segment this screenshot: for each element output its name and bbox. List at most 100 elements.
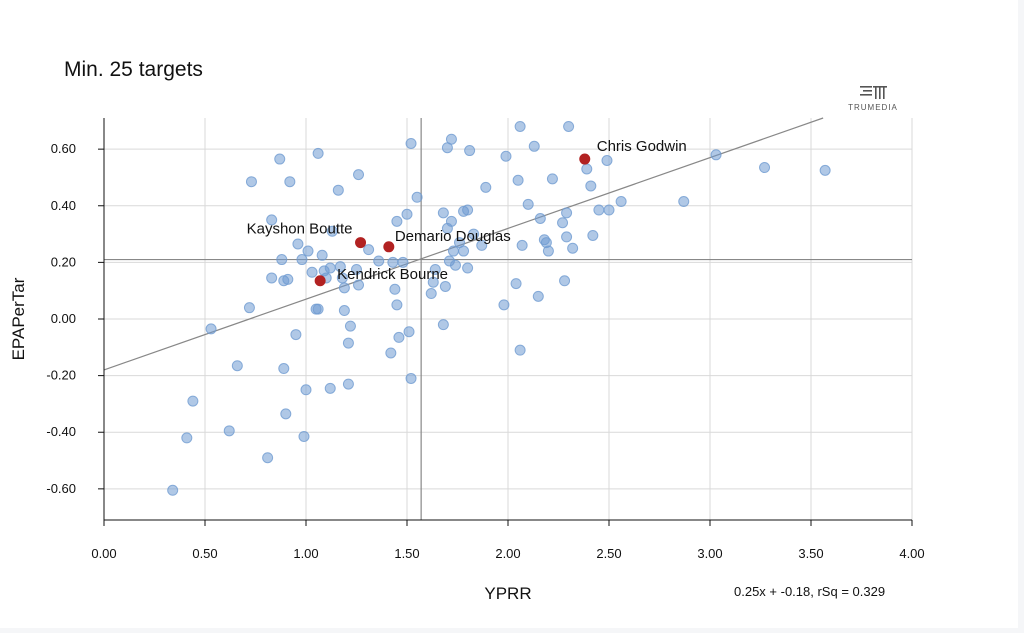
regression-equation: 0.25x + -0.18, rSq = 0.329 [734, 584, 886, 599]
data-point [528, 140, 540, 152]
y-tick-label: -0.20 [46, 368, 76, 383]
data-point [300, 384, 312, 396]
data-point [462, 204, 474, 216]
data-point [231, 360, 243, 372]
data-point [710, 149, 722, 161]
data-point [425, 288, 437, 300]
x-tick-label: 2.00 [495, 546, 520, 561]
data-point [476, 239, 488, 251]
data-point [561, 231, 573, 243]
data-point [338, 305, 350, 317]
data-point [557, 217, 569, 229]
data-point [282, 273, 294, 285]
data-point [276, 254, 288, 266]
x-tick-label: 1.00 [293, 546, 318, 561]
data-point [205, 323, 217, 335]
data-point [262, 452, 274, 464]
data-point [447, 245, 459, 257]
data-point [290, 329, 302, 341]
data-point [585, 180, 597, 192]
data-point [302, 245, 314, 257]
data-point [278, 363, 290, 375]
highlighted-point-label: Demario Douglas [395, 228, 511, 245]
highlighted-point-label: Kendrick Bourne [337, 266, 448, 283]
data-point [363, 244, 375, 256]
data-point [429, 263, 441, 275]
highlighted-point [314, 275, 326, 287]
data-point [522, 198, 534, 210]
data-point [280, 408, 292, 420]
data-point [342, 337, 354, 349]
data-point [167, 484, 179, 496]
data-point [512, 174, 524, 186]
data-point [445, 133, 457, 145]
data-point [559, 275, 571, 287]
data-point [678, 196, 690, 208]
data-point [759, 162, 771, 174]
data-point [373, 255, 385, 267]
data-point [342, 378, 354, 390]
data-point [458, 245, 470, 257]
data-point [464, 145, 476, 157]
y-axis-title: EPAPerTar [9, 277, 28, 360]
data-point [344, 320, 356, 332]
data-point [510, 278, 522, 290]
data-point [326, 225, 338, 237]
data-point [437, 319, 449, 331]
data-point [587, 229, 599, 241]
data-point [324, 382, 336, 394]
data-point [389, 283, 401, 295]
y-tick-label: 0.00 [51, 311, 76, 326]
data-point [516, 239, 528, 251]
x-tick-label: 4.00 [899, 546, 924, 561]
data-points: Chris Godwin Kayshon Boutte Demario Dougla… [167, 120, 831, 496]
x-tick-label: 3.50 [798, 546, 823, 561]
data-point [405, 137, 417, 149]
data-point [334, 261, 346, 273]
data-point [534, 213, 546, 224]
data-point [324, 262, 336, 274]
chart-subtitle: Min. 25 targets [64, 58, 203, 81]
data-point [403, 326, 415, 338]
data-point [480, 181, 492, 193]
data-point [468, 228, 480, 240]
x-axis-title: YPRR [484, 584, 531, 603]
highlighted-point [579, 153, 591, 165]
data-point [351, 263, 362, 275]
data-point [546, 173, 558, 185]
data-point [532, 290, 544, 302]
y-tick-label: 0.60 [51, 141, 76, 156]
gridlines [104, 118, 913, 520]
data-point [353, 169, 365, 181]
x-tick-label: 0.50 [192, 546, 217, 561]
data-point [306, 266, 318, 278]
data-point [353, 279, 365, 291]
data-point [581, 163, 593, 175]
data-point [449, 259, 461, 271]
data-point [243, 302, 255, 314]
x-tick-label: 3.00 [697, 546, 722, 561]
data-point [405, 372, 417, 384]
data-point [500, 150, 512, 162]
data-point [397, 256, 409, 268]
x-tick-label: 1.50 [394, 546, 419, 561]
data-point [312, 303, 324, 315]
data-point [615, 196, 627, 208]
y-tick-label: -0.40 [46, 424, 76, 439]
data-point [439, 280, 451, 292]
data-point [298, 430, 310, 442]
data-point [266, 272, 278, 284]
data-point [312, 147, 324, 159]
x-tick-label: 2.50 [596, 546, 621, 561]
data-point [316, 249, 328, 261]
data-point [498, 299, 510, 311]
trumedia-logo-icon [860, 86, 887, 99]
y-tick-label: -0.60 [46, 481, 76, 496]
data-point [563, 120, 575, 132]
data-point [266, 214, 278, 226]
data-point [385, 347, 397, 359]
data-point [401, 208, 413, 220]
x-tick-label: 0.00 [91, 546, 116, 561]
